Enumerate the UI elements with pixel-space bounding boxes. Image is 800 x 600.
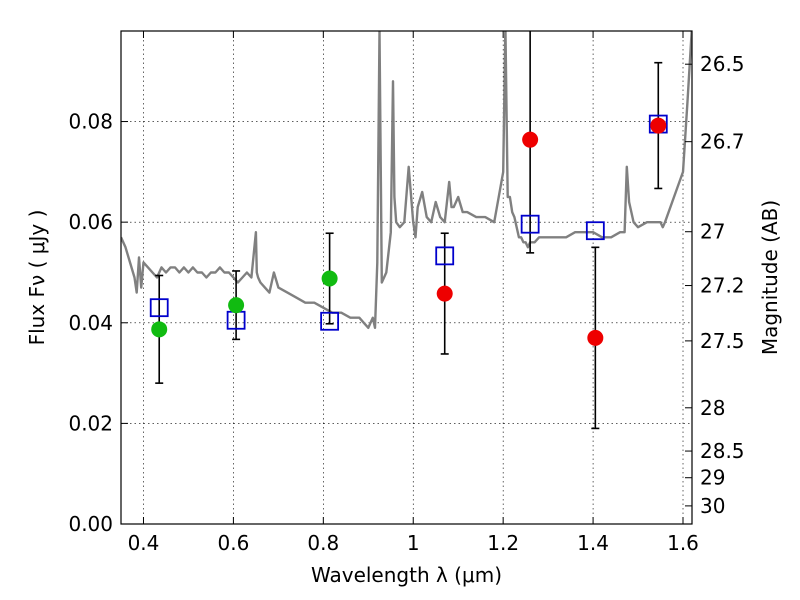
y-tick-label: 0.00 xyxy=(68,512,113,536)
observed-flux-point xyxy=(587,329,604,346)
right-tick-label: 27 xyxy=(700,220,725,244)
right-tick-label: 26.7 xyxy=(700,130,745,154)
observed-flux-point xyxy=(321,270,338,287)
model-square-marker xyxy=(585,221,605,241)
x-tick-label: 0.4 xyxy=(128,531,160,555)
right-tick-label: 28 xyxy=(700,396,725,420)
right-tick-label: 28.5 xyxy=(700,439,745,463)
right-tick-label: 27.2 xyxy=(700,274,745,298)
y-tick-label: 0.02 xyxy=(68,411,113,435)
grid xyxy=(121,31,692,524)
model-square-marker xyxy=(320,311,340,331)
data-layer xyxy=(121,31,692,430)
y-tick-label: 0.06 xyxy=(68,210,113,234)
x-tick-label: 1.6 xyxy=(667,531,699,555)
model-square-marker xyxy=(149,298,169,318)
right-tick-label: 27.5 xyxy=(700,329,745,353)
x-tick-label: 1 xyxy=(407,531,420,555)
y-tick-label: 0.04 xyxy=(68,311,113,335)
right-axis-title: Magnitude (AB) xyxy=(758,200,782,355)
observed-flux-point xyxy=(650,117,667,134)
y-axis-title: Flux Fν ( μJy ) xyxy=(25,210,49,346)
observed-flux-point xyxy=(436,285,453,302)
spectrum-line xyxy=(121,31,692,329)
x-tick-label: 0.8 xyxy=(307,531,339,555)
plot-frame xyxy=(120,30,693,525)
x-tick-label: 1.4 xyxy=(577,531,609,555)
x-axis-title: Wavelength λ (μm) xyxy=(311,563,502,587)
observed-flux-point xyxy=(151,321,168,338)
model-square-marker xyxy=(435,246,455,266)
tick-layer: 0.4 0.6 0.8 1 1.2 1.4 1.6 0.00 0.02 0.04 0.06 0.08 2… xyxy=(68,31,745,555)
x-tick-label: 1.2 xyxy=(487,531,519,555)
observed-flux-point xyxy=(228,297,245,314)
y-tick-label: 0.08 xyxy=(68,110,113,134)
right-tick-label: 30 xyxy=(700,494,725,518)
x-tick-label: 0.6 xyxy=(217,531,249,555)
right-tick-label: 26.5 xyxy=(700,52,745,76)
observed-flux-point xyxy=(522,131,539,148)
right-tick-label: 29 xyxy=(700,466,725,490)
model-square-marker xyxy=(520,214,540,234)
